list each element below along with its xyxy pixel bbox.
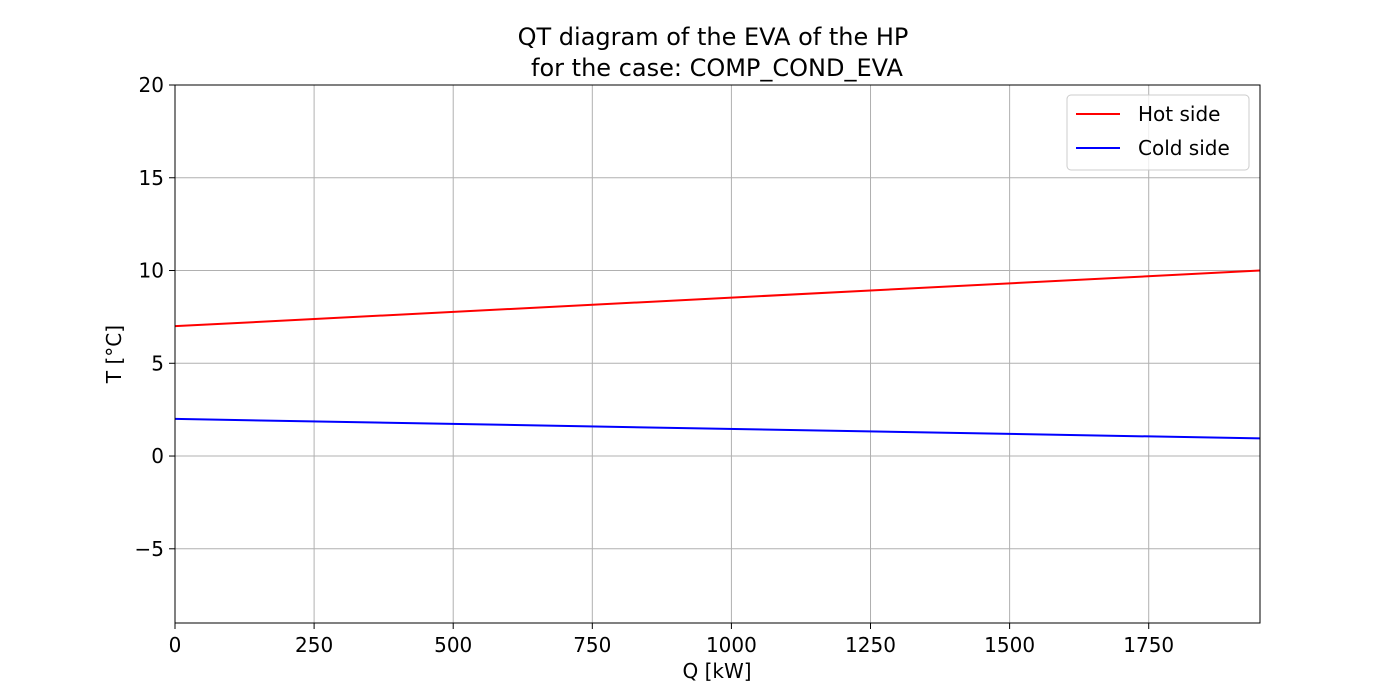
legend-label-cold-side: Cold side (1138, 136, 1230, 160)
x-tick-label: 500 (434, 633, 472, 657)
y-tick-label: 5 (151, 351, 164, 375)
x-tick-label: 0 (169, 633, 182, 657)
y-tick-label: 15 (139, 166, 164, 190)
x-tick-label: 1750 (1123, 633, 1174, 657)
plot-frame (174, 84, 1261, 624)
y-tick-label: 20 (139, 73, 164, 97)
y-tick-label: 10 (139, 259, 164, 283)
legend-label-hot-side: Hot side (1138, 102, 1220, 126)
chart-title-group: QT diagram of the EVA of the HP for the … (518, 23, 909, 82)
series-line-cold-side (174, 417, 1261, 440)
y-tick-label: −5 (135, 537, 164, 561)
x-tick-label: 1000 (706, 633, 757, 657)
x-tick-label: 1250 (845, 633, 896, 657)
x-axis-label: Q [kW] (682, 659, 751, 683)
chart-title: QT diagram of the EVA of the HP (518, 23, 909, 51)
x-tick-label: 250 (295, 633, 333, 657)
legend: Hot side Cold side (1066, 94, 1250, 171)
y-axis-ticks: −5 0 5 10 15 20 (135, 73, 175, 561)
x-tick-label: 750 (573, 633, 611, 657)
y-axis-label: T [°C] (102, 325, 126, 384)
chart-subtitle: for the case: COMP_COND_EVA (531, 54, 903, 82)
series-line-hot-side (174, 269, 1261, 328)
x-tick-label: 1500 (984, 633, 1035, 657)
y-tick-label: 0 (151, 444, 164, 468)
x-axis-ticks: 0 250 500 750 1000 1250 1500 1750 (169, 623, 1174, 657)
series-lines (174, 269, 1261, 440)
